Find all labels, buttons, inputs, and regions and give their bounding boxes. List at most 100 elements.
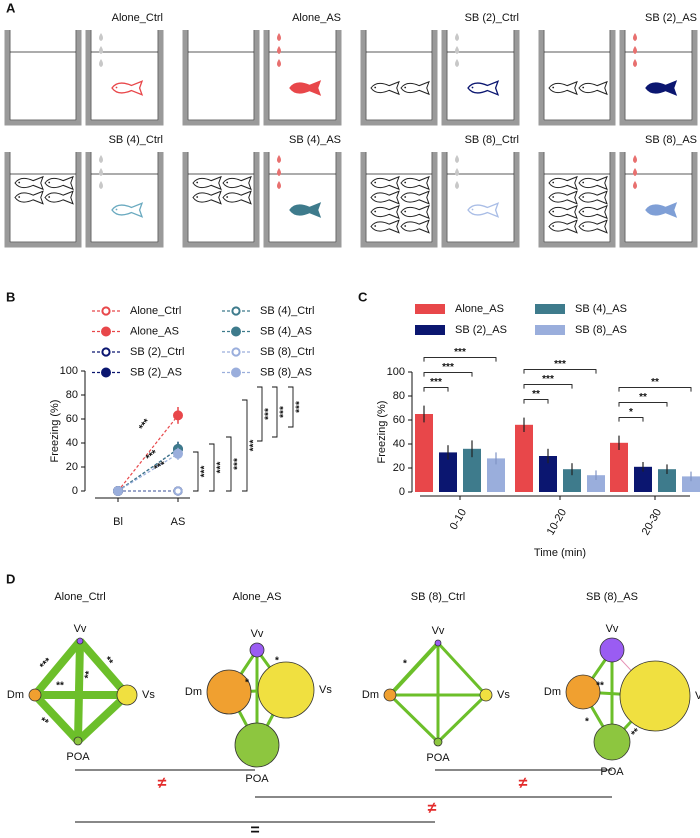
cue-drop xyxy=(99,59,103,67)
bar xyxy=(563,469,581,492)
cue-drop xyxy=(633,168,637,176)
fish xyxy=(578,190,608,205)
fish-body xyxy=(14,175,44,191)
x-tick-label: 10-20 xyxy=(545,507,569,537)
node-label: Vv xyxy=(606,623,619,635)
fish xyxy=(289,80,322,96)
fish xyxy=(578,204,608,220)
significance: *** xyxy=(233,458,244,470)
fish-eye xyxy=(582,86,585,89)
legend-marker xyxy=(231,347,241,357)
data-point xyxy=(173,410,183,421)
tank-inner xyxy=(543,152,611,243)
fish-eye xyxy=(374,181,377,184)
fish-eye xyxy=(552,196,555,198)
tank-inner xyxy=(446,152,515,243)
sig-bracket xyxy=(193,451,199,492)
significance: * xyxy=(629,407,633,418)
fish xyxy=(578,219,608,234)
cue-drop xyxy=(455,155,459,163)
fish-eye xyxy=(196,196,199,198)
node-label: Dm xyxy=(544,686,561,698)
fish-body xyxy=(192,190,222,205)
group-label: SB (8)_AS xyxy=(645,134,697,146)
cue-drop xyxy=(633,155,637,163)
fish-eye xyxy=(552,210,555,213)
fish xyxy=(111,202,144,218)
legend-marker xyxy=(101,347,111,357)
tank-wall xyxy=(85,152,164,248)
fish-body xyxy=(548,175,578,191)
node-label: Dm xyxy=(362,689,379,701)
fish-eye xyxy=(115,208,118,211)
fish-eye xyxy=(226,181,229,184)
fish-body xyxy=(222,175,252,191)
group-label: Alone_AS xyxy=(292,12,341,24)
fish-body xyxy=(645,202,678,218)
sig-bracket xyxy=(288,386,294,428)
fish-body xyxy=(400,204,430,220)
fish-body xyxy=(400,175,430,191)
legend-marker xyxy=(231,367,241,378)
cue-drop xyxy=(277,155,281,163)
legend-marker xyxy=(101,306,111,316)
fish-body xyxy=(14,190,44,205)
panel-label: A xyxy=(6,0,16,15)
panel-label: C xyxy=(358,289,368,304)
fish xyxy=(548,204,578,220)
network-title: Alone_AS xyxy=(233,591,282,603)
y-tick-label: 80 xyxy=(66,389,78,401)
bar xyxy=(439,452,457,492)
group-label: SB (4)_AS xyxy=(289,134,341,146)
comparison-symbol: ≠ xyxy=(519,775,528,792)
y-axis-label: Freezing (%) xyxy=(376,401,388,464)
fish-body xyxy=(578,219,608,234)
network-node xyxy=(116,684,138,706)
y-tick-label: 100 xyxy=(60,365,78,377)
sig-bracket xyxy=(242,399,248,492)
fish-eye xyxy=(293,86,296,89)
fish-eye xyxy=(552,86,555,89)
fish-body xyxy=(370,80,400,96)
fish-body xyxy=(289,80,322,96)
tank-wall xyxy=(441,30,520,126)
fish xyxy=(289,202,322,218)
fish-eye xyxy=(48,181,51,184)
significance: *** xyxy=(279,406,290,418)
fish xyxy=(400,204,430,220)
y-tick-label: 80 xyxy=(393,390,405,402)
significance: *** xyxy=(216,462,227,474)
fish xyxy=(222,175,252,191)
cue-drop xyxy=(455,33,459,41)
network-edge xyxy=(436,641,488,697)
sig-bracket xyxy=(523,384,573,389)
fish-eye xyxy=(649,86,652,89)
node-label: POA xyxy=(245,773,269,785)
fish xyxy=(645,80,678,96)
series-line xyxy=(117,415,179,492)
cue-drop xyxy=(455,168,459,176)
fish xyxy=(578,175,608,191)
network-node xyxy=(619,660,691,732)
fish-body xyxy=(645,80,678,96)
fish-body xyxy=(578,80,608,96)
significance: *** xyxy=(454,347,466,358)
network-node xyxy=(76,637,84,645)
fish xyxy=(400,80,430,96)
fish xyxy=(578,80,608,96)
fish xyxy=(645,202,678,218)
legend-label: SB (2)_AS xyxy=(455,324,507,336)
fish-eye xyxy=(374,210,377,213)
network-edge xyxy=(31,638,84,698)
fish-body xyxy=(370,204,400,220)
legend-label: SB (8)_AS xyxy=(575,324,627,336)
fish xyxy=(400,190,430,205)
sig-bracket xyxy=(618,417,644,422)
fish xyxy=(111,80,144,96)
y-tick-label: 40 xyxy=(393,438,405,450)
bar xyxy=(463,448,481,492)
fish-body xyxy=(111,80,144,96)
tank-wall xyxy=(263,30,342,126)
network-node xyxy=(249,642,265,658)
legend-label: SB (2)_AS xyxy=(130,366,182,378)
